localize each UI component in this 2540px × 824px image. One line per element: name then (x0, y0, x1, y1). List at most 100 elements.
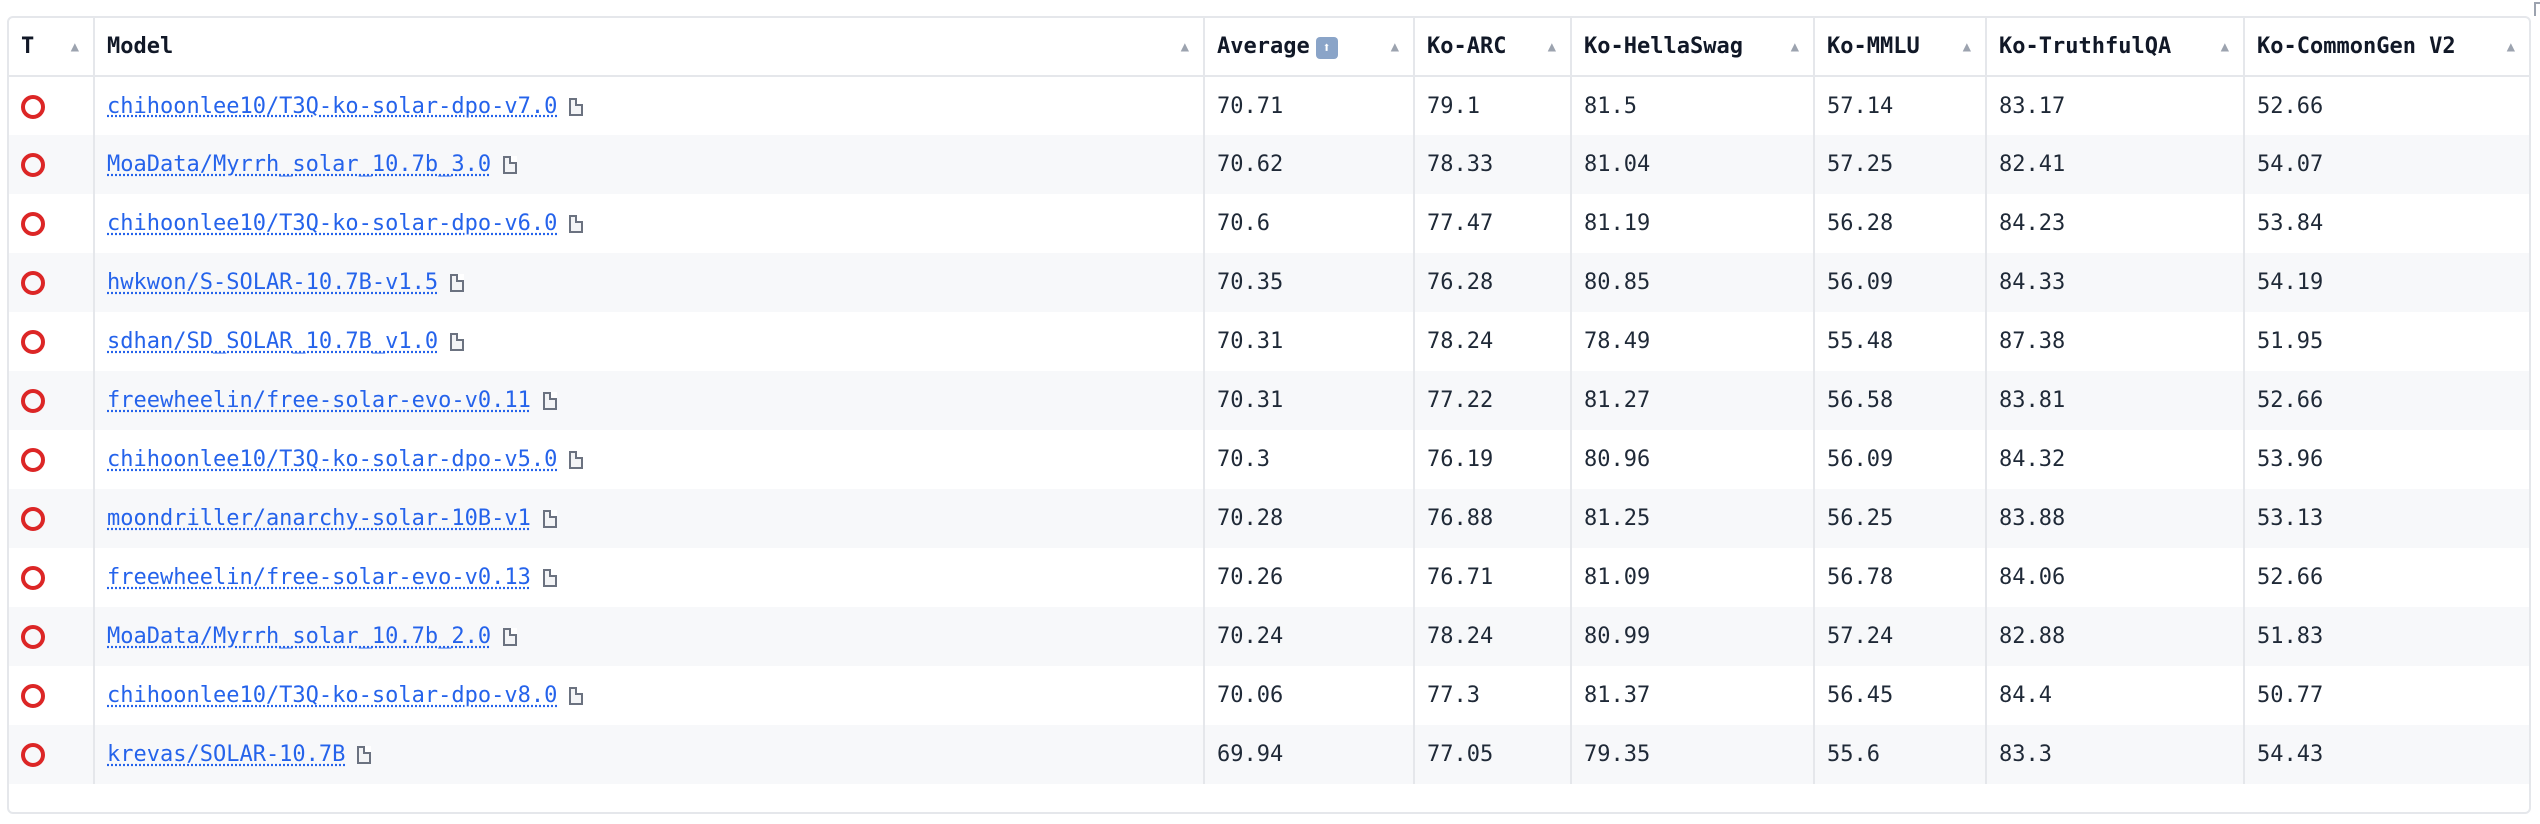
ko-arc-cell: 76.28 (1414, 253, 1572, 312)
model-cell: chihoonlee10/T3Q-ko-solar-dpo-v7.0 (94, 76, 1205, 135)
table-row: MoaData/Myrrh_solar_10.7b_3.0 70.62 78.33 8… (9, 135, 2529, 194)
ko-truthfulqa-cell: 84.06 (1986, 548, 2245, 607)
model-link[interactable]: freewheelin/free-solar-evo-v0.13 (107, 565, 531, 590)
type-cell (9, 607, 95, 666)
type-cell (9, 725, 95, 784)
column-header-ko-truthfulqa[interactable]: Ko-TruthfulQA ▲ (1986, 18, 2245, 76)
column-header-label: Ko-CommonGen V2 (2257, 34, 2456, 59)
column-header-ko-hellaswag[interactable]: Ko-HellaSwag ▲ (1571, 18, 1815, 76)
ko-truthfulqa-cell: 84.4 (1986, 666, 2245, 725)
model-cell: MoaData/Myrrh_solar_10.7b_2.0 (94, 607, 1205, 666)
ko-mmlu-cell: 56.45 (1814, 666, 1987, 725)
average-cell: 70.62 (1204, 135, 1415, 194)
ko-hellaswag-cell: 81.37 (1571, 666, 1815, 725)
column-header-label: Ko-MMLU (1827, 34, 1920, 59)
sort-arrow-icon[interactable]: ▲ (2220, 38, 2229, 55)
ko-mmlu-cell: 55.48 (1814, 312, 1987, 371)
ko-truthfulqa-cell: 84.32 (1986, 430, 2245, 489)
model-link[interactable]: freewheelin/free-solar-evo-v0.11 (107, 388, 531, 413)
model-cell: chihoonlee10/T3Q-ko-solar-dpo-v8.0 (94, 666, 1205, 725)
ko-mmlu-cell: 57.14 (1814, 76, 1987, 135)
column-header-type[interactable]: T ▲ (9, 18, 95, 76)
column-header-ko-mmlu[interactable]: Ko-MMLU ▲ (1814, 18, 1987, 76)
ko-arc-cell: 77.3 (1414, 666, 1572, 725)
model-link[interactable]: chihoonlee10/T3Q-ko-solar-dpo-v7.0 (107, 93, 558, 119)
ko-hellaswag-cell: 81.04 (1571, 135, 1815, 194)
table-row: chihoonlee10/T3Q-ko-solar-dpo-v7.0 70.71 7… (9, 76, 2529, 135)
leaderboard-table-container: T ▲ Model ▲ Average ⬆ ▲ Ko-ARC ▲ Ko-Hella… (7, 16, 2531, 814)
ko-commongen-cell: 52.66 (2257, 388, 2324, 413)
ko-truthfulqa-cell: 87.38 (1986, 312, 2245, 371)
model-link[interactable]: chihoonlee10/T3Q-ko-solar-dpo-v8.0 (107, 683, 558, 708)
document-icon[interactable] (569, 687, 584, 705)
model-link[interactable]: krevas/SOLAR-10.7B (107, 742, 346, 767)
circle-red-icon (21, 566, 45, 590)
model-link[interactable]: hwkwon/S-SOLAR-10.7B-v1.5 (107, 270, 439, 295)
average-cell: 70.31 (1204, 371, 1415, 430)
column-header-model[interactable]: Model ▲ (94, 18, 1205, 76)
model-link[interactable]: MoaData/Myrrh_solar_10.7b_3.0 (107, 152, 492, 177)
ko-commongen-cell: 54.43 (2257, 742, 2324, 767)
ko-arc-cell: 78.24 (1414, 312, 1572, 371)
average-cell: 70.24 (1204, 607, 1415, 666)
document-icon[interactable] (542, 510, 557, 528)
model-link[interactable]: chihoonlee10/T3Q-ko-solar-dpo-v5.0 (107, 447, 558, 472)
column-header-average[interactable]: Average ⬆ ▲ (1204, 18, 1415, 76)
sort-arrow-icon[interactable]: ▲ (1390, 38, 1399, 55)
sort-arrow-icon[interactable]: ▲ (2506, 38, 2515, 55)
table-body: chihoonlee10/T3Q-ko-solar-dpo-v7.0 70.71 7… (9, 76, 2529, 784)
document-icon[interactable] (503, 628, 518, 646)
type-cell (9, 253, 95, 312)
table-row: chihoonlee10/T3Q-ko-solar-dpo-v5.0 70.3 76… (9, 430, 2529, 489)
model-cell: freewheelin/free-solar-evo-v0.13 (94, 548, 1205, 607)
document-icon[interactable] (542, 392, 557, 410)
ko-truthfulqa-cell: 82.88 (1986, 607, 2245, 666)
ko-hellaswag-cell: 81.19 (1571, 194, 1815, 253)
ko-truthfulqa-cell: 83.17 (1986, 76, 2245, 135)
document-icon[interactable] (569, 97, 584, 116)
sort-arrow-icon[interactable]: ▲ (1790, 38, 1799, 55)
ko-arc-cell: 76.71 (1414, 548, 1572, 607)
model-cell: sdhan/SD_SOLAR_10.7B_v1.0 (94, 312, 1205, 371)
ko-hellaswag-cell: 81.25 (1571, 489, 1815, 548)
model-link[interactable]: MoaData/Myrrh_solar_10.7b_2.0 (107, 624, 492, 649)
document-icon[interactable] (569, 215, 584, 233)
type-cell (9, 371, 95, 430)
circle-red-icon (21, 389, 45, 413)
ko-arc-cell: 78.33 (1414, 135, 1572, 194)
circle-red-icon (21, 153, 45, 177)
table-row: krevas/SOLAR-10.7B 69.94 77.05 79.35 55.6 83.… (9, 725, 2529, 784)
ko-commongen-cell: 51.95 (2257, 329, 2324, 354)
document-icon[interactable] (450, 274, 465, 292)
model-cell: chihoonlee10/T3Q-ko-solar-dpo-v6.0 (94, 194, 1205, 253)
sort-arrow-icon[interactable]: ▲ (1180, 38, 1189, 55)
ko-mmlu-cell: 56.09 (1814, 253, 1987, 312)
ko-hellaswag-cell: 81.09 (1571, 548, 1815, 607)
document-icon[interactable] (450, 333, 465, 351)
table-row: moondriller/anarchy-solar-10B-v1 70.28 76.… (9, 489, 2529, 548)
model-cell: chihoonlee10/T3Q-ko-solar-dpo-v5.0 (94, 430, 1205, 489)
type-cell (9, 135, 95, 194)
model-link[interactable]: moondriller/anarchy-solar-10B-v1 (107, 506, 531, 531)
sort-arrow-icon[interactable]: ▲ (70, 38, 79, 55)
column-header-ko-arc[interactable]: Ko-ARC ▲ (1414, 18, 1572, 76)
circle-red-icon (21, 330, 45, 354)
document-icon[interactable] (542, 569, 557, 587)
document-icon[interactable] (503, 156, 518, 174)
sort-arrow-icon[interactable]: ▲ (1962, 38, 1971, 55)
ko-truthfulqa-cell: 83.81 (1986, 371, 2245, 430)
model-link[interactable]: chihoonlee10/T3Q-ko-solar-dpo-v6.0 (107, 211, 558, 236)
ko-arc-cell: 77.22 (1414, 371, 1572, 430)
column-header-label: Ko-ARC (1427, 34, 1507, 59)
ko-commongen-cell: 53.84 (2257, 211, 2324, 236)
model-cell: hwkwon/S-SOLAR-10.7B-v1.5 (94, 253, 1205, 312)
model-link[interactable]: sdhan/SD_SOLAR_10.7B_v1.0 (107, 329, 439, 354)
column-header-ko-commongen-v2[interactable]: Ko-CommonGen V2 ▲ (2244, 18, 2529, 76)
document-icon[interactable] (357, 746, 372, 764)
circle-red-icon (21, 94, 45, 119)
sort-arrow-icon[interactable]: ▲ (1547, 38, 1556, 55)
document-icon[interactable] (569, 451, 584, 469)
table-row: sdhan/SD_SOLAR_10.7B_v1.0 70.31 78.24 78.49… (9, 312, 2529, 371)
resize-handle-icon[interactable] (2534, 2, 2540, 16)
table-row: MoaData/Myrrh_solar_10.7b_2.0 70.24 78.24 8… (9, 607, 2529, 666)
